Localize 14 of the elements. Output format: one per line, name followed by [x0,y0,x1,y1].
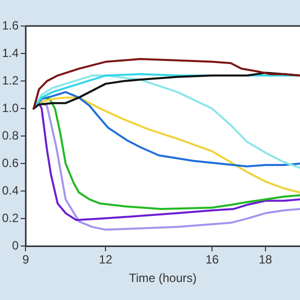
y-tick-label: 1.0 [2,100,19,115]
y-tick-label: 0.4 [2,183,19,198]
y-tick-label: 1.6 [2,18,19,32]
y-tick-label: 0.2 [2,210,19,225]
x-tick-label: 9 [22,252,30,267]
x-tick-label: 18 [258,252,272,267]
x-axis-title: Time (hours) [129,271,197,286]
y-tick-label: 1.2 [2,73,19,88]
x-tick-label: 12 [98,252,113,267]
x-tick-label: 16 [205,252,220,267]
y-tick-label: 0.8 [2,128,19,142]
y-tick-label: 1.4 [2,46,19,60]
y-tick-label: 0 [12,238,19,253]
y-tick-label: 0.6 [2,156,19,170]
